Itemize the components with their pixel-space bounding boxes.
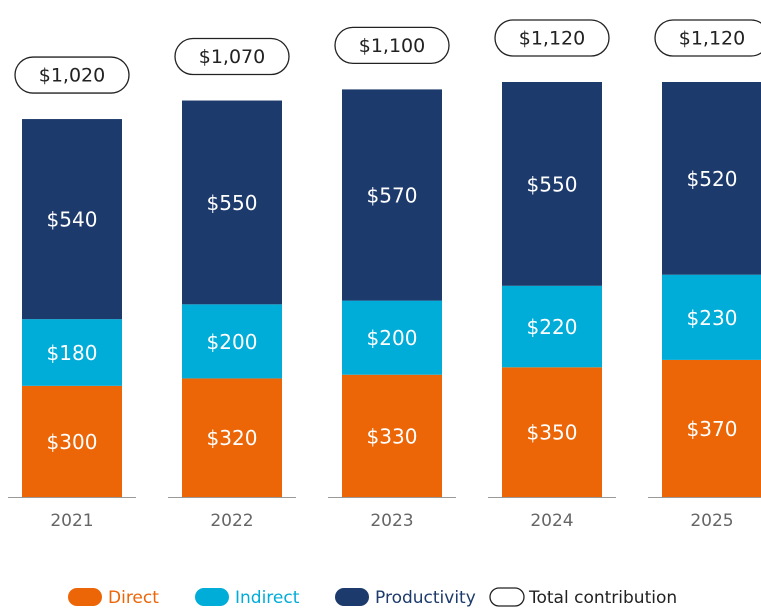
value-label: $320 <box>207 426 258 450</box>
bar-segment <box>502 82 602 286</box>
value-label: $550 <box>527 172 578 196</box>
value-label: $570 <box>367 184 418 208</box>
bar-segment <box>22 119 122 320</box>
bar-segment <box>502 285 602 368</box>
total-label: $1,070 <box>199 46 265 68</box>
total-label: $1,120 <box>679 28 745 50</box>
x-tick-label: 2021 <box>50 511 93 531</box>
bar-segment <box>342 374 442 497</box>
bar-segment <box>182 100 282 305</box>
total-label: $1,120 <box>519 28 585 50</box>
bar-segment <box>182 378 282 497</box>
bar-segment <box>342 89 442 301</box>
legend-swatch <box>195 588 229 606</box>
value-label: $180 <box>47 341 98 365</box>
value-label: $200 <box>367 326 418 350</box>
value-label: $370 <box>687 417 738 441</box>
bar-segment <box>342 300 442 375</box>
x-tick-label: 2023 <box>370 511 413 531</box>
total-pill <box>494 19 610 57</box>
total-label: $1,020 <box>39 65 105 87</box>
bar-segment <box>22 319 122 386</box>
bar-segment <box>662 82 761 275</box>
legend-label: Indirect <box>235 588 300 608</box>
legend-swatch <box>68 588 102 606</box>
x-tick-label: 2024 <box>530 511 573 531</box>
total-pill <box>654 19 761 57</box>
total-pill <box>334 26 450 65</box>
total-pill <box>174 37 290 76</box>
bar-segment <box>22 385 122 497</box>
bar-segment <box>182 304 282 379</box>
x-tick-label: 2025 <box>690 511 733 531</box>
legend-label: Direct <box>108 588 159 608</box>
x-tick-label: 2022 <box>210 511 253 531</box>
value-label: $300 <box>47 430 98 454</box>
legend-swatch <box>335 588 369 606</box>
value-label: $200 <box>207 330 258 354</box>
bar-segment <box>662 359 761 497</box>
total-pill <box>14 56 130 94</box>
legend-label: Productivity <box>375 588 476 608</box>
bar-segment <box>662 274 761 360</box>
legend-label: Total contribution <box>528 588 677 608</box>
value-label: $330 <box>367 424 418 448</box>
bar-segment <box>502 367 602 497</box>
value-label: $550 <box>207 191 258 215</box>
value-label: $540 <box>47 208 98 232</box>
total-label: $1,100 <box>359 35 425 57</box>
value-label: $220 <box>527 315 578 339</box>
value-label: $230 <box>687 306 738 330</box>
value-label: $350 <box>527 421 578 445</box>
legend-swatch <box>489 587 525 607</box>
value-label: $520 <box>687 167 738 191</box>
